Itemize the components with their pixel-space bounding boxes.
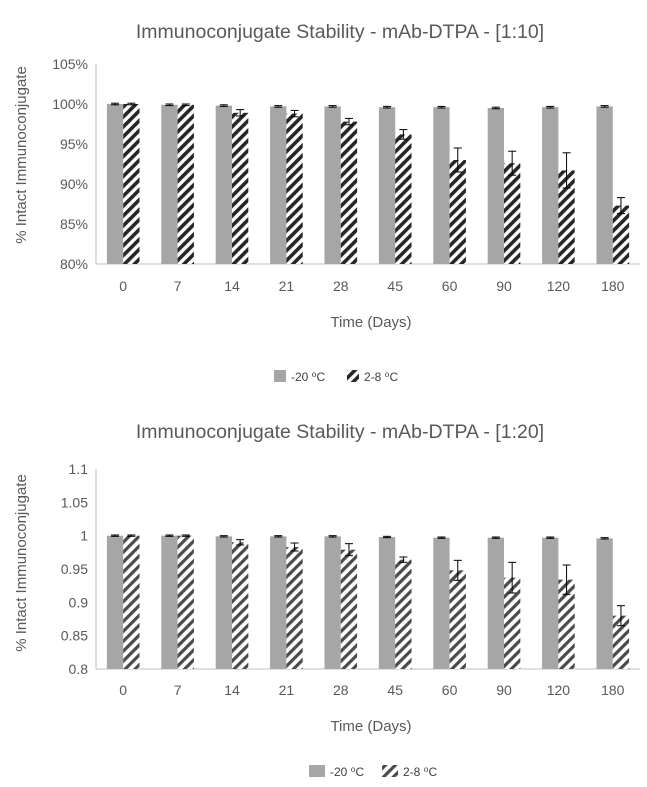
y-tick-label: 105% [52,56,88,72]
legend-label: 2-8 ⁰C [403,765,437,779]
legend: -20 ⁰C 2-8 ⁰C [309,765,437,779]
y-tick-label: 0.8 [69,661,89,677]
x-axis-label: Time (Days) [330,314,411,331]
x-tick-label: 0 [119,682,127,698]
bar [161,535,178,669]
legend-swatch [274,370,286,382]
bar [612,615,630,669]
bar [542,107,559,264]
legend-label: -20 ⁰C [291,370,325,384]
bar [215,536,232,669]
bar [177,535,194,669]
bar [215,105,232,264]
bar [270,106,287,265]
bar [504,163,521,264]
x-tick-label: 7 [174,278,182,294]
x-tick-label: 7 [174,682,182,698]
x-tick-label: 180 [601,278,625,294]
plot-area: 0.8 0.85 0.9 0.95 1 1.05 1.1 0 7 14 21 28 45 60 90 120 1… [61,461,640,698]
y-tick-label: 85% [60,216,88,232]
x-tick-label: 14 [224,682,240,698]
bar [106,535,124,669]
bar [177,104,194,264]
chart-2: Immunoconjugate Stability - mAb-DTPA - [… [13,421,640,779]
plot-area: 80% 85% 90% 95% 100% 105% 0 7 14 21 28 45 60 90 120 180 [52,56,640,294]
x-tick-label: 21 [279,278,295,294]
y-tick-label: 1.1 [69,461,89,477]
x-tick-label: 28 [333,682,349,698]
bar [286,547,303,669]
x-tick-label: 21 [279,682,295,698]
x-tick-label: 60 [442,682,458,698]
bar [449,160,466,264]
y-tick-label: 90% [60,176,88,192]
bar [232,542,249,669]
chart-1: Immunoconjugate Stability - mAb-DTPA - [… [13,21,640,384]
legend-label: -20 ⁰C [330,765,364,779]
bar [596,106,613,265]
bar [395,134,412,264]
bar [487,108,504,264]
x-tick-label: 120 [547,682,571,698]
y-tick-label: 1 [80,528,88,544]
x-tick-label: 180 [601,682,625,698]
bar [596,538,613,669]
legend: -20 ⁰C 2-8 ⁰C [274,370,398,384]
bar [378,537,396,669]
x-axis-label: Time (Days) [330,718,411,735]
y-tick-label: 1.05 [61,494,88,510]
bar [395,559,412,669]
legend-swatch [382,765,398,777]
x-tick-label: 45 [387,682,403,698]
x-tick-label: 90 [496,682,512,698]
bar [270,536,287,669]
bar [324,536,341,669]
bar [324,106,341,265]
legend-swatch [309,765,325,777]
x-tick-label: 120 [547,278,571,294]
y-tick-label: 0.85 [61,628,88,644]
y-axis-label: % Intact Immunoconjugate [13,474,30,652]
y-tick-label: 0.95 [61,561,88,577]
bar [504,577,521,669]
x-tick-label: 60 [442,278,458,294]
bar [433,537,450,669]
bar [433,107,450,264]
bar [106,104,124,264]
x-tick-label: 28 [333,278,349,294]
bar [232,112,249,264]
bar [558,170,575,264]
legend-swatch [347,370,359,382]
bar [286,113,303,264]
y-tick-label: 100% [52,96,88,112]
bar [123,104,140,264]
chart-title: Immunoconjugate Stability - mAb-DTPA - [… [136,421,544,443]
bar [161,104,178,264]
x-tick-label: 14 [224,278,240,294]
bar [123,535,140,669]
x-tick-label: 0 [119,278,127,294]
bar [340,549,358,669]
bar [340,121,358,264]
bar [487,537,504,669]
chart-title: Immunoconjugate Stability - mAb-DTPA - [… [136,21,544,43]
y-tick-label: 80% [60,256,88,272]
bar [542,537,559,669]
y-tick-label: 0.9 [69,594,89,610]
x-tick-label: 90 [496,278,512,294]
y-axis-label: % Intact Immunoconjugate [13,66,30,244]
bar [449,570,466,669]
bar [558,579,575,669]
y-tick-label: 95% [60,136,88,152]
bar [612,205,630,264]
legend-label: 2-8 ⁰C [364,370,398,384]
bar [378,107,396,264]
x-tick-label: 45 [387,278,403,294]
